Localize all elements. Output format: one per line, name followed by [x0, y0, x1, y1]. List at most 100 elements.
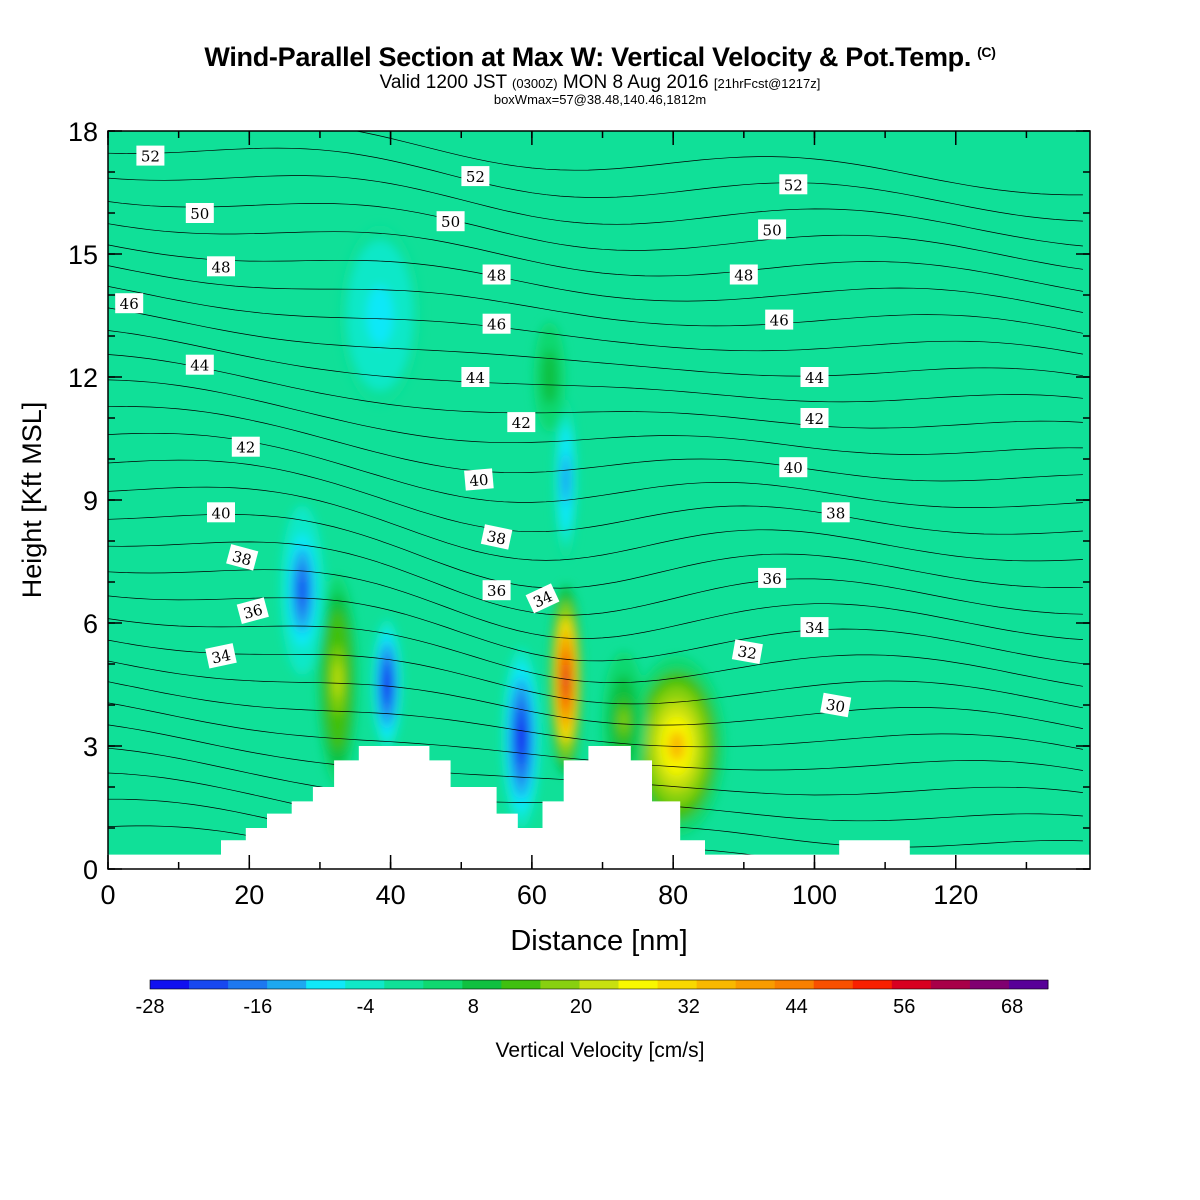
contour-label: 36: [482, 580, 511, 601]
colorbar-tick-label: 32: [678, 996, 700, 1018]
svg-text:42: 42: [236, 439, 255, 457]
svg-text:40: 40: [469, 471, 490, 491]
colorbar-tick-label: 8: [468, 996, 479, 1018]
svg-text:50: 50: [763, 221, 782, 239]
contour-label: 48: [482, 264, 511, 285]
contour-label: 38: [480, 524, 513, 550]
colorbar-swatch: [891, 980, 932, 989]
isentrope-line: [108, 432, 1083, 508]
contour-label: 38: [226, 544, 259, 571]
terrain-mask: [108, 746, 1090, 869]
colorbar-swatch: [423, 980, 463, 989]
x-tick-label: 20: [234, 880, 264, 910]
contour-label: 40: [207, 502, 235, 523]
colorbar-swatch: [384, 980, 424, 989]
colorbar-tick-label: 68: [1001, 996, 1023, 1018]
contour-label: 46: [482, 313, 511, 334]
colorbar-swatch: [852, 980, 893, 989]
svg-text:38: 38: [230, 547, 253, 569]
contour-label: 38: [821, 502, 850, 523]
chart-title: Wind-Parallel Section at Max W: Vertical…: [204, 42, 996, 72]
isentrope-line: [108, 486, 1083, 562]
contour-label: 40: [464, 468, 494, 491]
colorbar: [149, 979, 1049, 990]
isentrope-line: [108, 569, 1083, 640]
svg-text:50: 50: [190, 205, 209, 223]
isentrope-line: [108, 514, 1083, 589]
isentrope-line: [108, 406, 1083, 482]
colorbar-swatch: [228, 980, 268, 989]
svg-text:44: 44: [466, 369, 485, 387]
colorbar-swatch: [618, 980, 659, 989]
y-tick-label: 15: [68, 240, 98, 270]
contour-label: 32: [731, 639, 763, 664]
colorbar-swatch: [540, 980, 580, 989]
colorbar-swatch: [579, 980, 620, 989]
y-tick-label: 18: [68, 117, 98, 147]
colorbar-swatch: [930, 980, 971, 989]
isentrope-line: [108, 175, 1083, 247]
velocity-cell: [298, 576, 306, 605]
colorbar-swatch: [462, 980, 502, 989]
colorbar-swatch: [969, 980, 1010, 989]
colorbar-swatch: [306, 980, 346, 989]
velocity-cell: [563, 664, 569, 697]
isentrope-line: [108, 379, 1083, 455]
isentrope-line: [108, 459, 1083, 535]
contour-label: 42: [507, 412, 536, 433]
svg-text:44: 44: [805, 369, 824, 387]
x-axis-label: Distance [nm]: [510, 925, 687, 957]
isentrope-line: [108, 201, 1083, 270]
isentrope-line: [108, 541, 1083, 616]
svg-text:32: 32: [736, 642, 758, 663]
colorbar-label: Vertical Velocity [cm/s]: [496, 1039, 705, 1062]
velocity-cell: [373, 300, 387, 331]
colorbar-swatch: [1008, 980, 1049, 989]
svg-text:40: 40: [784, 459, 803, 477]
isentrope-line: [108, 681, 1083, 750]
svg-text:46: 46: [487, 316, 506, 334]
x-tick-label: 40: [376, 880, 406, 910]
y-axis-label: Height [Kft MSL]: [17, 402, 47, 599]
colorbar-swatch: [189, 980, 229, 989]
chart-box-info: boxWmax=57@38.48,140.46,1812m: [493, 92, 707, 107]
contour-label: 36: [236, 597, 269, 624]
contour-label: 44: [800, 367, 829, 387]
contour-label: 52: [136, 145, 165, 166]
colorbar-tick-label: 44: [785, 996, 807, 1018]
x-tick-label: 80: [658, 880, 688, 910]
velocity-cell: [563, 466, 568, 493]
x-tick-label: 0: [100, 880, 115, 910]
y-tick-label: 12: [68, 363, 98, 393]
colorbar-tick-label: -16: [243, 996, 272, 1018]
svg-text:40: 40: [211, 504, 230, 522]
contour-label: 50: [758, 219, 787, 240]
isentrope-line: [108, 595, 1083, 665]
svg-text:48: 48: [211, 258, 230, 276]
contour-label: 48: [207, 256, 235, 277]
svg-text:42: 42: [512, 414, 531, 432]
isentrope-line: [108, 244, 1083, 313]
velocity-cell: [334, 662, 341, 698]
svg-text:52: 52: [784, 176, 803, 194]
velocity-cell: [546, 367, 553, 387]
isentrope-line: [108, 354, 1083, 429]
contour-label: 34: [800, 617, 829, 638]
svg-text:52: 52: [466, 168, 485, 186]
svg-text:36: 36: [487, 582, 506, 600]
velocity-cell: [384, 673, 390, 696]
velocity-cell: [620, 709, 628, 734]
colorbar-swatch: [774, 980, 815, 989]
contour-label: 44: [461, 367, 490, 387]
svg-text:48: 48: [734, 267, 753, 285]
y-tick-label: 6: [83, 609, 98, 639]
colorbar-swatch: [735, 980, 776, 989]
colorbar-swatch: [150, 980, 190, 989]
svg-text:34: 34: [805, 619, 824, 637]
contour-label: 50: [185, 203, 214, 223]
contour-label: 30: [820, 692, 852, 718]
y-tick-label: 3: [83, 732, 98, 762]
colorbar-swatch: [501, 980, 541, 989]
colorbar-swatch: [345, 980, 385, 989]
y-tick-label: 0: [83, 855, 98, 885]
